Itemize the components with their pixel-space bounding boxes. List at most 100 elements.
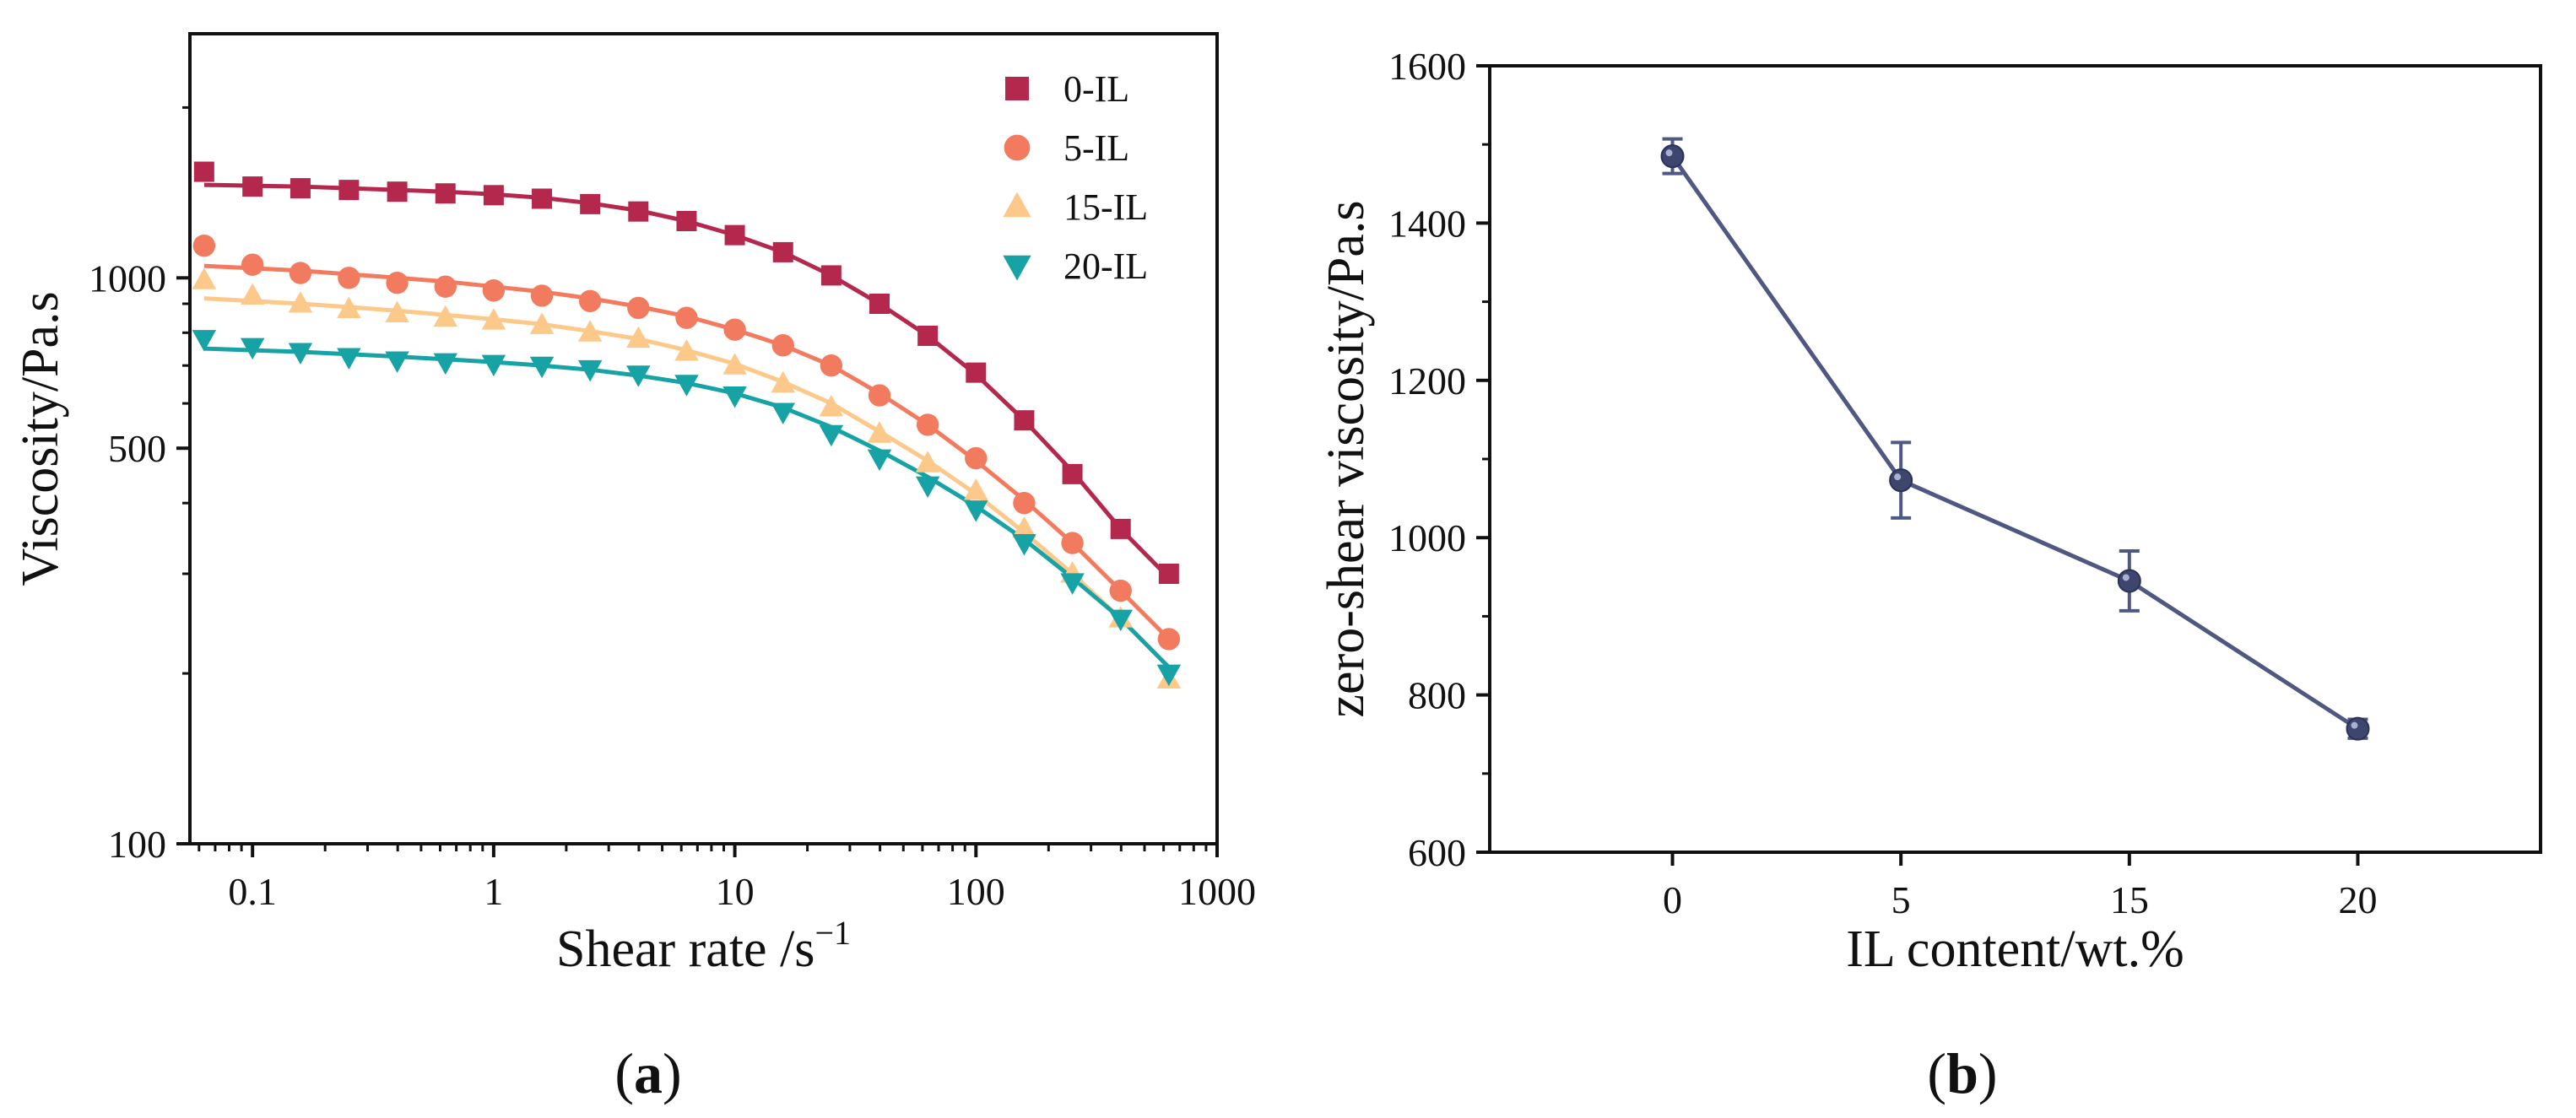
y-tick-label-b: 1600 [1388, 45, 1466, 88]
legend-label-15-IL: 15-IL [1063, 186, 1148, 228]
y-tick-label-b: 600 [1408, 831, 1466, 874]
data-point-5-IL [675, 306, 698, 329]
panel-label-part-b: ( [1927, 1041, 1946, 1105]
data-point-b [2346, 716, 2370, 741]
data-point-highlight-b [2351, 721, 2358, 729]
data-point-20-IL [964, 500, 988, 522]
x-axis-title-superscript-a: −1 [814, 914, 851, 952]
legend-label-0-IL: 0-IL [1063, 68, 1129, 110]
data-point-5-IL [192, 234, 216, 257]
data-point-15-IL [915, 451, 940, 473]
data-point-20-IL [1012, 534, 1036, 556]
data-point-15-IL [337, 296, 361, 319]
data-point-15-IL [964, 478, 988, 500]
data-point-0-IL [435, 183, 456, 204]
y-tick-label-b: 1200 [1388, 359, 1466, 402]
data-point-0-IL [242, 176, 263, 197]
data-point-20-IL [433, 353, 458, 375]
data-point-20-IL [771, 402, 795, 424]
data-point-0-IL [387, 181, 408, 203]
data-point-highlight-b [1665, 149, 1673, 157]
data-point-15-IL [819, 394, 844, 417]
data-point-15-IL [529, 312, 555, 334]
legend-label-20-IL: 20-IL [1063, 246, 1148, 287]
data-point-15-IL [1012, 516, 1036, 538]
data-point-15-IL [674, 339, 699, 361]
data-point-5-IL [241, 253, 264, 276]
data-point-20-IL [529, 356, 555, 379]
data-point-15-IL [626, 326, 651, 348]
data-point-15-IL [288, 291, 313, 313]
data-point-0-IL [580, 193, 601, 214]
data-point-0-IL [290, 178, 311, 199]
x-axis-title-text-a: Shear rate /s [556, 921, 814, 978]
y-tick-label-b: 1000 [1388, 516, 1466, 559]
x-tick-label-a: 1000 [1178, 870, 1256, 913]
data-point-15-IL [240, 283, 265, 305]
x-tick-label-b: 20 [2338, 878, 2377, 921]
y-axis-title-b: zero-shear viscosity/Pa.s [1318, 201, 1375, 718]
y-tick-label-b: 800 [1408, 674, 1466, 717]
data-point-0-IL [1014, 410, 1035, 431]
data-point-20-IL [481, 354, 506, 377]
data-point-20-IL [626, 365, 651, 387]
panel-b-zero-shear-viscosity: 0 5 15 20 600 800 1000 1200 1400 1600 IL content/w… [1318, 45, 2542, 1105]
data-point-5-IL [1013, 492, 1036, 515]
panel-label-part-a: ) [663, 1041, 682, 1105]
data-point-0-IL [724, 224, 745, 246]
y-tick-label-b: 1400 [1388, 202, 1466, 245]
data-point-5-IL [868, 384, 891, 407]
x-axis-title-b: IL content/wt.% [1846, 921, 2184, 978]
data-point-20-IL [288, 343, 313, 365]
data-point-20-IL [192, 330, 217, 352]
data-point-15-IL [481, 308, 506, 330]
data-point-5-IL [482, 279, 506, 302]
data-point-0-IL [917, 325, 939, 346]
data-point-0-IL [869, 294, 890, 314]
x-tick-label-b: 0 [1663, 878, 1682, 921]
x-tick-label-b: 15 [2110, 878, 2149, 921]
panel-label-a: (a) [614, 1041, 681, 1105]
data-point-20-IL [722, 386, 747, 408]
data-point-5-IL [386, 271, 409, 294]
panel-label-part-b: ) [1978, 1041, 1998, 1105]
data-point-15-IL [771, 370, 795, 393]
data-point-15-IL [722, 353, 747, 375]
panel-label-part-a: a [634, 1041, 663, 1105]
data-point-5-IL [965, 446, 988, 470]
data-point-20-IL [674, 375, 699, 397]
data-point-5-IL [338, 267, 360, 289]
data-point-15-IL [433, 305, 458, 327]
panel-label-part-a: ( [614, 1041, 634, 1105]
panel-a-viscosity-vs-shear-rate: 0.1 1 10 100 1000 100 500 1000 Shear rate /s−1 Vi… [12, 32, 1256, 1105]
data-point-b [1660, 144, 1685, 169]
data-point-20-IL [240, 338, 265, 360]
data-point-15-IL [192, 267, 217, 289]
x-tick-label-b: 5 [1891, 878, 1911, 921]
data-point-20-IL [385, 351, 409, 374]
data-point-5-IL [530, 284, 554, 307]
y-axis-title-a: Viscosity/Pa.s [12, 291, 69, 586]
legend-marker-15-IL [1003, 192, 1031, 218]
data-point-20-IL [1156, 664, 1182, 687]
plot-frame-b [1488, 64, 2542, 854]
x-tick-label-a: 10 [716, 870, 755, 913]
data-point-20-IL [819, 424, 844, 447]
data-point-5-IL [434, 275, 457, 298]
data-point-0-IL [338, 180, 360, 201]
data-point-highlight-b [2122, 574, 2130, 581]
data-point-20-IL [1108, 609, 1133, 632]
data-point-20-IL [577, 359, 603, 382]
data-point-20-IL [915, 476, 940, 499]
data-point-0-IL [532, 188, 553, 209]
data-point-0-IL [1110, 518, 1131, 539]
data-point-5-IL [723, 318, 746, 341]
data-point-20-IL [337, 348, 361, 370]
data-point-5-IL [820, 354, 843, 377]
data-point-0-IL [676, 210, 697, 231]
x-tick-label-a: 0.1 [228, 870, 277, 913]
legend-marker-5-IL [1004, 134, 1031, 161]
data-point-5-IL [771, 334, 794, 357]
data-point-5-IL [627, 296, 650, 320]
